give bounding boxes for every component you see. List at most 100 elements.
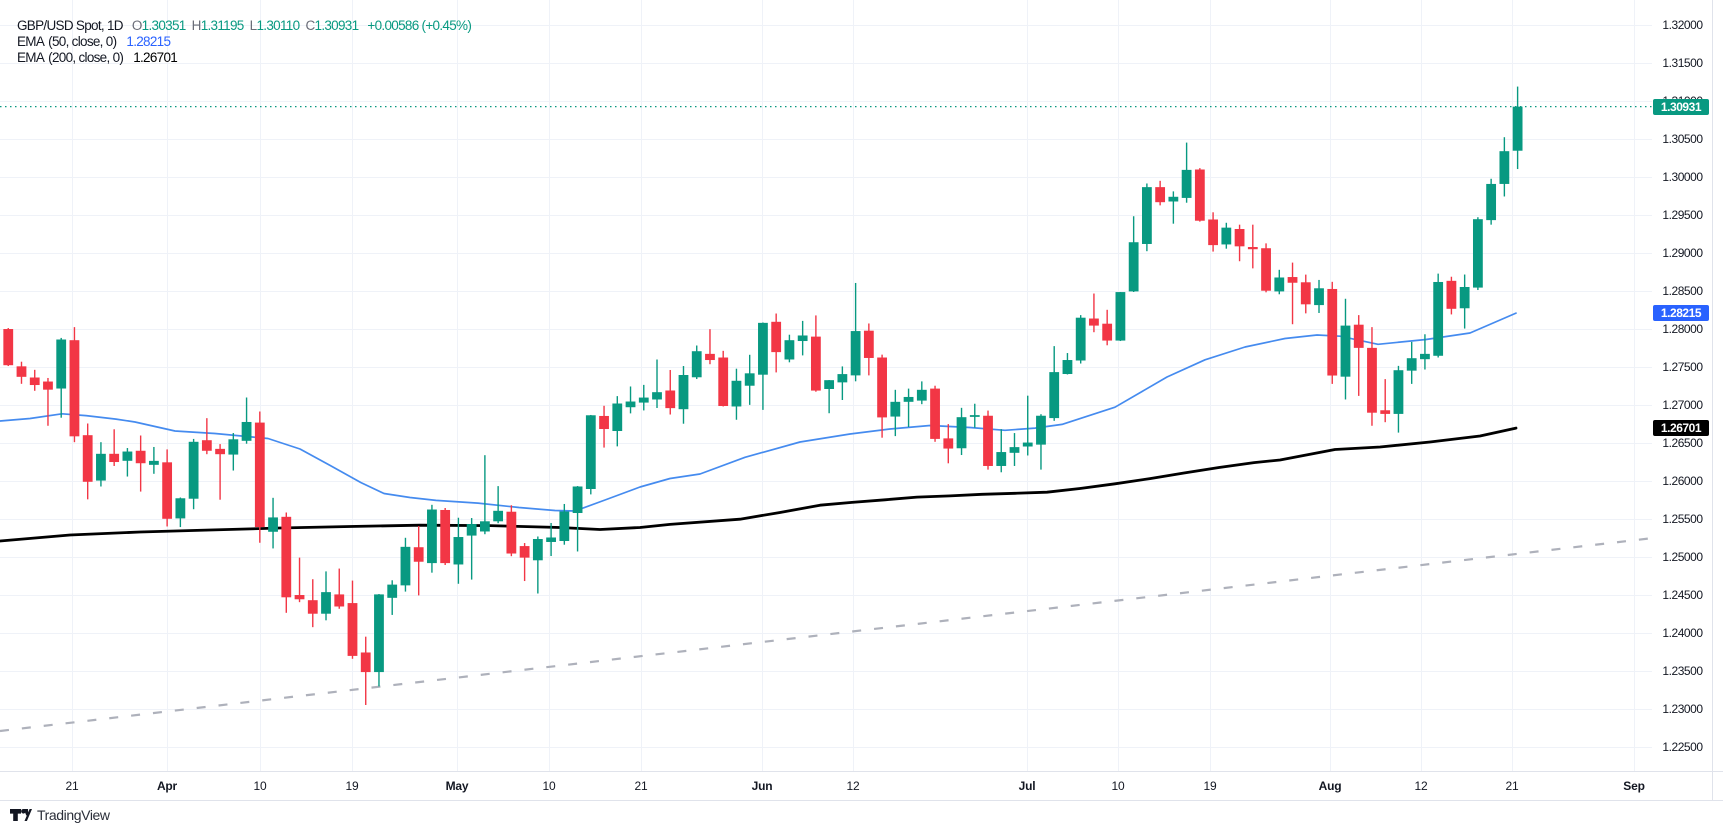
time-tick-label: 21 [1505,779,1519,793]
candle-body [983,415,993,466]
price-tick-label: 1.26000 [1662,474,1703,489]
ema50-line[interactable] [0,312,1517,512]
price-tick-label: 1.24000 [1662,626,1703,641]
candle-body [109,453,120,463]
footer: TradingView [10,807,110,823]
candle-body [374,594,384,673]
candle-body [705,353,715,361]
price-tick-label: 1.31500 [1662,56,1703,71]
candle-body [1141,187,1152,244]
candle-body [347,603,358,656]
legend-symbol-row[interactable]: GBP/USD Spot, 1D O1.30351 H1.31195 L1.30… [17,17,472,33]
time-tick-label: 12 [1414,779,1428,793]
time-axis[interactable]: 21 Apr 10 19 May 10 21 Jun 12 Jul 10 19 Aug 12 21 Sep [0,772,1723,800]
candle-body [903,396,914,402]
indicator-params: (50, close, 0) [48,33,117,49]
price-tick-label: 1.32000 [1662,18,1703,33]
time-tick-label: 10 [253,779,267,793]
price-tick-label: 1.27000 [1662,398,1703,413]
candle-body [638,397,649,403]
price-tick-label: 1.23500 [1662,664,1703,679]
indicator-rows: EMA (50, close, 0) 1.28215 EMA (200, close, … [17,33,471,65]
candle-body [890,401,901,417]
candle-body [440,509,451,564]
tradingview-logo-icon[interactable] [10,808,32,822]
footer-separator [0,800,1723,801]
candle-body [228,439,239,455]
candle-body [665,390,676,409]
candle-body [1300,282,1311,305]
candle-body [43,381,53,390]
candle-body [758,322,768,375]
candle-body [1340,325,1351,377]
indicator-value: 1.26701 [133,49,178,65]
ema200-line[interactable] [0,426,1518,543]
candle-body [691,351,702,378]
time-tick-label: Sep [1623,779,1645,793]
candle-body [784,340,795,360]
time-tick-label: Aug [1318,779,1342,793]
ohlc-value-C: 1.30931 [314,17,360,33]
candle-body [215,448,225,455]
candle-body [188,441,199,499]
ohlc-values: O1.30351 H1.31195 L1.30110 C1.30931 [132,18,359,33]
candle-body [930,388,940,439]
candle-body [1155,187,1166,203]
candle-body [519,546,530,558]
candle-body [678,375,689,410]
candle-body [585,415,596,489]
candle-body [466,524,477,536]
price-tick-label: 1.29500 [1662,208,1703,223]
candle-body [1247,247,1258,250]
candle-body [1287,277,1298,283]
indicator-name: EMA [17,49,45,65]
candle-body [1459,286,1470,309]
candle-body [427,509,437,564]
candle-body [254,422,265,528]
trendline[interactable] [0,536,1654,733]
time-tick-label: 19 [1203,779,1217,793]
candle-body [82,435,93,482]
candle-body [1406,358,1417,371]
time-tick-label: 21 [65,779,79,793]
candle-body [453,537,464,565]
candle-body [612,403,623,432]
candle-body [307,600,318,614]
price-axis[interactable]: 1.320001.315001.310001.305001.300001.295… [1653,0,1723,771]
candle-body [943,438,954,449]
candle-body [1181,169,1192,198]
candle-body [294,595,305,600]
ohlc-value-O: 1.30351 [141,17,187,33]
legend-indicator-row-0[interactable]: EMA (50, close, 0) 1.28215 [17,33,471,49]
price-tick-label: 1.29000 [1662,246,1703,261]
time-tick-label: 19 [345,779,359,793]
candle-body [1367,347,1377,413]
candle-body [1234,229,1245,247]
candle-body [1274,277,1285,292]
candle-body [877,357,887,418]
candle-body [546,537,556,542]
time-tick-label: Jun [751,779,773,793]
ohlc-key-L: L [249,17,257,33]
price-tick-label: 1.25000 [1662,550,1703,565]
candle-body [996,452,1007,466]
time-tick-label: 12 [846,779,860,793]
axis-right-border [1712,0,1713,800]
candle-body [56,339,67,389]
indicator-value: 1.28215 [126,33,171,49]
symbol-title[interactable]: GBP/USD Spot, 1D [17,17,124,33]
legend-indicator-row-1[interactable]: EMA (200, close, 0) 1.26701 [17,49,471,65]
candle-body [1499,151,1510,184]
tradingview-brand-text[interactable]: TradingView [37,807,110,823]
ohlc-value-H: 1.31195 [200,17,245,33]
candle-body [824,380,835,389]
candle-body [175,498,186,519]
candle-body [1261,248,1271,291]
price-badge-1.30931: 1.30931 [1653,98,1709,115]
candle-body [281,516,292,598]
price-tick-label: 1.30500 [1662,132,1703,147]
candle-body [625,401,636,408]
candle-body [148,460,159,465]
